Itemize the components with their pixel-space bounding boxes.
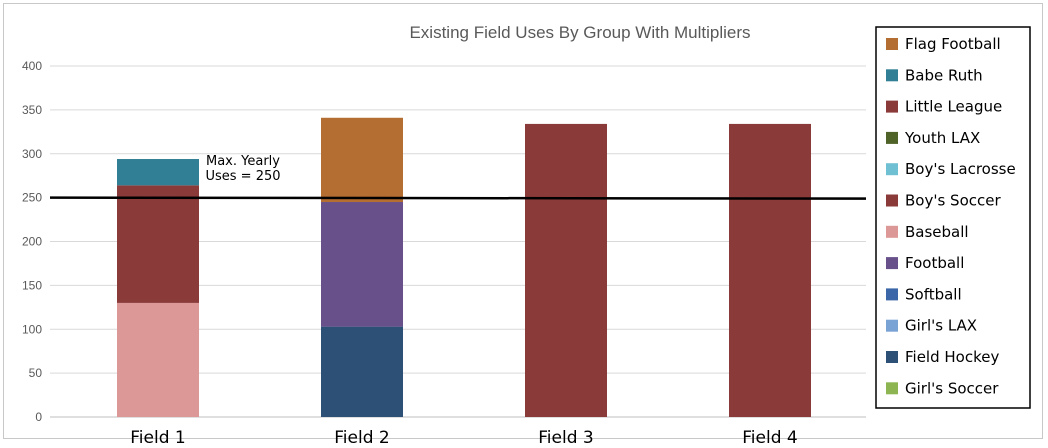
x-category-label: Field 1 — [130, 428, 185, 448]
legend-label: Little League — [905, 98, 1002, 116]
legend-swatch — [886, 351, 898, 363]
legend-swatch — [886, 69, 898, 82]
bar-field-1-baseball — [117, 302, 199, 417]
legend-swatch — [886, 257, 898, 270]
max-uses-annotation: Uses = 250 — [205, 169, 280, 184]
bar-field-3-boy-s-soccer — [525, 123, 607, 417]
max-uses-line — [49, 196, 867, 200]
y-axis: 0 50 100 150 200 250 300 350 400 — [22, 59, 42, 424]
bar-field-4-boy-s-soccer — [729, 123, 811, 417]
bars — [117, 117, 811, 417]
y-tick-label: 100 — [22, 322, 42, 336]
legend: Flag Football Babe Ruth Little League Youth… — [875, 26, 1031, 409]
legend-swatch — [886, 194, 898, 207]
legend-label: Football — [905, 254, 964, 272]
legend-label: Softball — [905, 285, 962, 303]
y-tick-label: 0 — [35, 410, 42, 424]
legend-label: Flag Football — [905, 35, 1001, 53]
x-category-label: Field 2 — [334, 428, 389, 448]
chart-title: Existing Field Uses By Group With Multip… — [409, 23, 750, 42]
legend-label: Youth LAX — [904, 129, 980, 147]
y-tick-label: 50 — [29, 366, 43, 380]
y-tick-label: 150 — [22, 278, 42, 292]
bar-field-1-boy-s-soccer — [117, 185, 199, 303]
legend-label: Girl's Soccer — [905, 379, 999, 397]
legend-label: Boy's Lacrosse — [905, 160, 1016, 178]
legend-label: Babe Ruth — [905, 66, 983, 84]
bar-field-2-flag-football — [321, 117, 403, 203]
bar-field-2-field-hockey — [321, 326, 403, 417]
y-tick-label: 200 — [22, 235, 42, 249]
legend-swatch — [886, 163, 898, 176]
bar-field-2-football — [321, 202, 403, 327]
legend-swatch — [886, 382, 898, 395]
legend-label: Baseball — [905, 223, 969, 241]
legend-swatch — [886, 100, 898, 113]
y-tick-label: 400 — [22, 59, 42, 73]
legend-label: Field Hockey — [905, 348, 999, 366]
legend-swatch — [886, 288, 898, 301]
y-tick-label: 250 — [22, 191, 42, 205]
x-axis: Field 1 Field 2 Field 3 Field 4 — [130, 428, 797, 448]
x-category-label: Field 3 — [538, 428, 593, 448]
bar-field-1-babe-ruth — [117, 159, 199, 186]
legend-swatch — [886, 38, 898, 50]
legend-swatch — [886, 131, 898, 144]
max-uses-annotation: Max. Yearly — [206, 154, 280, 169]
legend-swatch — [886, 319, 898, 332]
y-tick-label: 350 — [22, 103, 42, 117]
legend-label: Girl's LAX — [905, 317, 977, 335]
x-category-label: Field 4 — [742, 428, 797, 448]
legend-box — [875, 26, 1031, 409]
y-tick-label: 300 — [22, 147, 42, 161]
legend-label: Boy's Soccer — [905, 192, 1001, 210]
legend-swatch — [886, 225, 898, 238]
